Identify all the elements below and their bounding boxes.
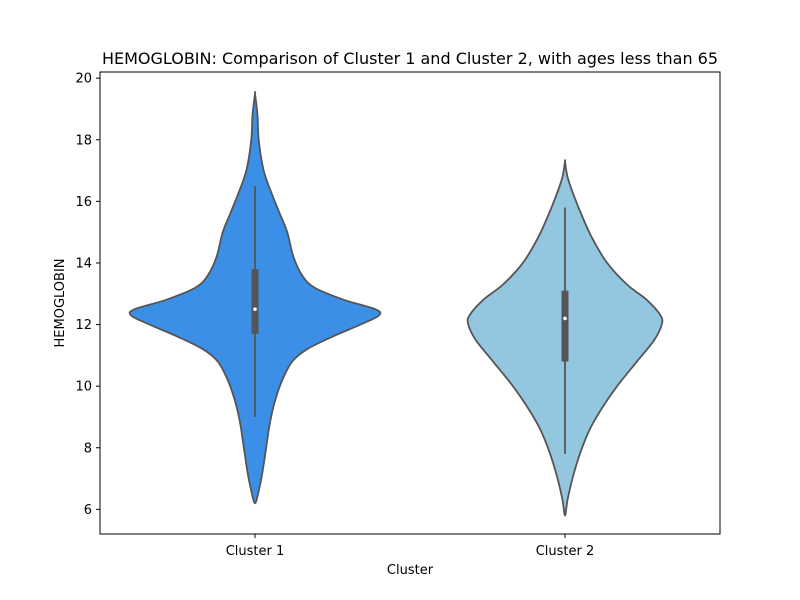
y-tick-label: 12 <box>75 318 92 333</box>
violin-group-2 <box>466 159 664 517</box>
y-tick-label: 8 <box>84 441 92 456</box>
y-tick-label: 14 <box>75 256 92 271</box>
y-tick-label: 6 <box>84 503 92 518</box>
x-tick-label: Cluster 2 <box>536 544 595 559</box>
x-axis-label: Cluster <box>387 563 434 578</box>
plot-area <box>128 91 664 517</box>
axes-frame <box>99 71 721 535</box>
y-axis: 6 8 10 12 14 16 18 20 <box>75 72 100 518</box>
violin-iqr-box <box>251 269 259 334</box>
chart-title: HEMOGLOBIN: Comparison of Cluster 1 and … <box>102 49 718 68</box>
y-tick-label: 16 <box>75 195 92 210</box>
x-tick-label: Cluster 1 <box>226 544 285 559</box>
violin-median-marker <box>253 307 257 311</box>
y-tick-label: 10 <box>75 380 92 395</box>
y-axis-label: HEMOGLOBIN <box>53 258 68 347</box>
y-tick-label: 20 <box>75 72 92 87</box>
x-axis: Cluster 1 Cluster 2 <box>226 534 595 559</box>
violin-median-marker <box>563 316 567 321</box>
violin-group-1 <box>128 91 382 505</box>
violin-iqr-box <box>561 290 569 362</box>
y-tick-label: 18 <box>75 133 92 148</box>
